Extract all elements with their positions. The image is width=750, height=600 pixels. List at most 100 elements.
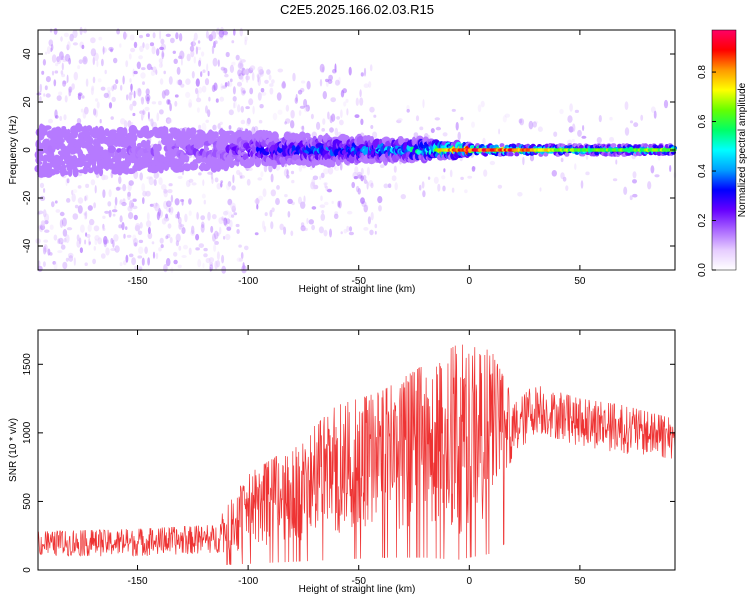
spectrogram-band-cell — [98, 167, 104, 177]
spectrogram-cell — [368, 180, 374, 187]
spectrogram-cell — [319, 79, 323, 87]
spectrogram-cell — [518, 118, 523, 124]
spectrogram-cell — [569, 103, 573, 112]
spectrogram-cell — [53, 27, 58, 35]
spectrogram-cell — [300, 125, 305, 130]
spectrogram-cell — [312, 175, 319, 181]
spectrogram-cell — [214, 177, 219, 183]
spectrogram-cell — [158, 247, 162, 252]
colorbar-ticks: 0.0 0.2 0.4 0.6 0.8 — [697, 65, 716, 277]
spectrogram-cell — [374, 230, 377, 235]
spectrogram-cell — [201, 85, 207, 93]
spectrogram-cell — [158, 62, 163, 68]
spectrogram-cell — [139, 45, 144, 52]
spectrogram-cell — [260, 88, 265, 93]
spectrogram-cell — [585, 171, 590, 176]
spectrogram-cell — [355, 185, 360, 193]
spectrogram-cell — [88, 241, 91, 245]
spectrogram-cell — [245, 106, 250, 110]
spectrogram-cell — [650, 165, 655, 174]
spectrogram-cell — [193, 37, 196, 47]
spectrogram-cell — [379, 164, 385, 169]
spectrogram-cell — [204, 78, 210, 86]
spectrogram-cell — [163, 189, 168, 198]
spectrogram-cell — [238, 72, 244, 80]
spectrogram-cell — [223, 235, 226, 240]
spectrogram-cell — [240, 59, 246, 63]
spectrogram-cell — [61, 55, 65, 60]
spectrogram-cell — [186, 53, 191, 62]
spectrogram-band-cell — [44, 125, 52, 130]
spectrogram-cell — [185, 78, 191, 85]
spectrogram-cell — [368, 81, 372, 88]
spectrogram-cell — [62, 229, 68, 237]
spectrogram-cell — [208, 96, 211, 102]
spectrogram-cell — [240, 252, 244, 260]
spectrogram-cell — [141, 67, 146, 71]
snr-x-axis-label: Height of straight line (km) — [299, 584, 416, 595]
spectrogram-cell — [205, 119, 209, 124]
spectrogram-cell — [330, 97, 337, 103]
spectrogram-cell — [130, 122, 134, 125]
spectrogram-cell — [149, 42, 155, 47]
spectrogram-cell — [145, 33, 150, 37]
spectrogram-cell — [110, 116, 114, 120]
spectrogram-cell — [195, 46, 198, 55]
spectrogram-cell — [198, 172, 202, 176]
spectrogram-cell — [229, 78, 233, 83]
spectrogram-cell — [217, 123, 221, 130]
spectrogram-cell — [319, 204, 326, 208]
spectrogram-cell — [299, 105, 305, 109]
spectrogram-cell — [60, 244, 66, 250]
spectrogram-band-cell — [156, 143, 162, 152]
spectrogram-cell — [498, 128, 501, 135]
spectrogram-cell — [188, 182, 191, 187]
spectrogram-cell — [128, 253, 134, 258]
spectrogram-cell — [125, 33, 128, 38]
spectrogram-cell — [126, 234, 132, 238]
spectrogram-cell — [422, 99, 425, 109]
spectrogram-cell — [81, 44, 85, 50]
spectrogram-cell — [372, 131, 378, 139]
spectrogram-cell — [51, 70, 55, 76]
spectrogram-cell — [148, 176, 154, 186]
spectrogram-cell — [131, 257, 137, 266]
spectrogram-cell — [246, 178, 251, 186]
spectrogram-cell — [359, 89, 362, 98]
spectrogram-cell — [137, 88, 142, 97]
x-tick-label: -50 — [351, 576, 366, 587]
spectrogram-cell — [201, 221, 205, 229]
spectrogram-cell — [39, 182, 45, 189]
spectrogram-cell — [66, 178, 70, 184]
spectrogram-cell — [292, 72, 296, 82]
spectrogram-panel: -150 -100 -50 0 50 -40 -20 0 20 40 Height of str… — [8, 26, 678, 295]
spectrogram-cell — [223, 30, 228, 37]
spectrogram-cell — [427, 176, 431, 180]
spectrogram-cell — [363, 227, 369, 231]
spectrogram-cell — [160, 38, 165, 45]
spectrogram-band-cell — [213, 131, 219, 139]
spectrogram-cell — [120, 118, 126, 125]
spectrogram-cell — [233, 212, 238, 216]
spectrogram-cell — [164, 89, 170, 96]
spectrogram-cell — [244, 36, 248, 42]
spectrogram-cell — [188, 198, 192, 205]
spectrogram-cell — [305, 104, 310, 112]
spectrogram-cell — [257, 177, 263, 181]
spectrogram-cell — [159, 109, 164, 115]
spectrogram-cell — [91, 85, 95, 91]
y-tick-label: 20 — [22, 96, 33, 108]
spectrogram-cell — [96, 60, 99, 67]
spectrogram-cell — [103, 175, 109, 180]
spectrogram-cell — [58, 237, 64, 245]
spectrogram-cell — [232, 174, 235, 184]
spectrogram-cell — [72, 42, 78, 46]
spectrogram-cell — [200, 71, 203, 78]
spectrogram-cell — [460, 176, 464, 180]
spectrogram-band-cell — [36, 161, 43, 165]
spectrogram-cell — [103, 92, 109, 99]
spectrogram-cell — [63, 114, 67, 121]
spectrogram-cell — [624, 101, 629, 110]
spectrogram-cell — [145, 88, 150, 96]
spectrogram-x-axis-label: Height of straight line (km) — [299, 284, 416, 295]
